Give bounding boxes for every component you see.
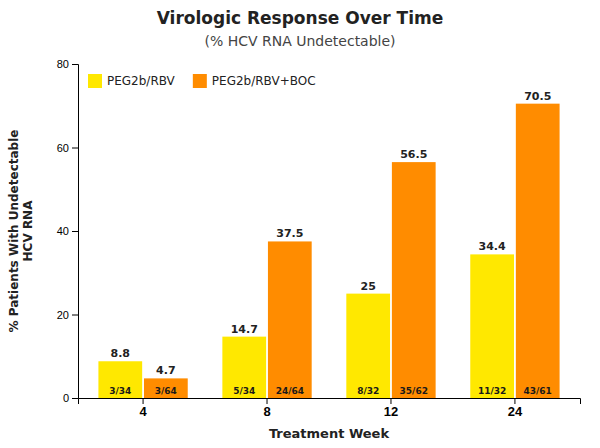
labels: 8.8 3/34 14.7 5/34 25 8/32 34.4 11/32 4.7 3/64 37.… — [109, 90, 552, 396]
subtitle: (% HCV RNA Undetectable) — [204, 33, 395, 49]
bar — [268, 241, 312, 398]
x-tick-mark — [390, 398, 391, 404]
y-tick-label: 60 — [57, 142, 69, 154]
bar — [144, 378, 188, 398]
bar — [346, 294, 390, 398]
plot: 0 20 40 60 80 4 8 12 24 8.8 3/34 14.7 5/34 25 8/32 34.4… — [57, 58, 581, 419]
data-label: 34.4 — [479, 240, 506, 253]
bar-annotation: 43/61 — [524, 386, 552, 396]
data-label: 56.5 — [400, 148, 427, 161]
x-tick-label: 12 — [384, 404, 398, 419]
chart: Virologic Response Over Time (% HCV RNA U… — [0, 0, 600, 448]
legend-item: PEG2b/RBV+BOC — [193, 74, 316, 88]
data-label: 25 — [361, 280, 376, 293]
x-tick: 12 — [384, 398, 398, 419]
x-tick-mark — [143, 398, 144, 404]
legend: PEG2b/RBV PEG2b/RBV+BOC — [88, 74, 316, 88]
data-label: 37.5 — [276, 227, 303, 240]
y-axis-title: % Patients With UndetectableHCV RNA — [7, 130, 35, 333]
bar — [98, 361, 142, 398]
y-tick-mark — [72, 398, 78, 399]
bar-annotation: 8/32 — [357, 386, 379, 396]
bar — [516, 104, 560, 398]
x-tick-mark — [267, 398, 268, 404]
x-tick: 8 — [263, 398, 270, 419]
legend-label: PEG2b/RBV — [107, 74, 176, 88]
x-tick-label: 8 — [263, 404, 270, 419]
x-tick-mark — [514, 398, 515, 404]
y-axis-title-line: HCV RNA — [21, 200, 35, 262]
y-tick-label: 20 — [57, 309, 69, 321]
data-label: 4.7 — [156, 364, 176, 377]
bar-annotation: 3/64 — [155, 386, 177, 396]
y-tick-label: 40 — [57, 225, 69, 237]
x-axis-title: Treatment Week — [269, 426, 390, 441]
x-axis: 4 8 12 24 — [79, 398, 581, 419]
y-axis-title-line: % Patients With Undetectable — [7, 130, 21, 333]
legend-label: PEG2b/RBV+BOC — [212, 74, 316, 88]
x-tick-label: 24 — [508, 404, 523, 419]
y-tick: 60 — [57, 142, 78, 154]
bar-annotation: 5/34 — [233, 386, 255, 396]
bar — [392, 162, 436, 398]
y-tick-mark — [72, 315, 78, 316]
y-tick-label: 80 — [57, 58, 69, 70]
legend-swatch — [88, 74, 102, 88]
y-axis: 0 20 40 60 80 — [57, 58, 79, 404]
x-tick: 24 — [508, 398, 523, 419]
y-tick-mark — [72, 231, 78, 232]
y-tick-label: 0 — [63, 392, 69, 404]
bars — [98, 104, 559, 398]
data-label: 8.8 — [111, 347, 131, 360]
x-tick: 4 — [139, 398, 147, 419]
bar — [470, 254, 514, 398]
y-tick: 0 — [63, 392, 78, 404]
series — [144, 104, 560, 398]
title: Virologic Response Over Time — [157, 8, 444, 28]
bar-annotation: 24/64 — [276, 386, 304, 396]
legend-swatch — [193, 74, 207, 88]
y-tick: 20 — [57, 309, 78, 321]
data-label: 70.5 — [524, 90, 551, 103]
x-axis-line — [79, 399, 581, 405]
bar-annotation: 3/34 — [109, 386, 131, 396]
bar-annotation: 35/62 — [400, 386, 428, 396]
y-tick-mark — [72, 64, 78, 65]
legend-item: PEG2b/RBV — [88, 74, 176, 88]
y-tick: 80 — [57, 58, 78, 70]
x-tick-label: 4 — [139, 404, 147, 419]
data-label: 14.7 — [231, 323, 258, 336]
y-tick: 40 — [57, 225, 78, 237]
bar — [222, 337, 266, 398]
bar-annotation: 11/32 — [478, 386, 506, 396]
y-axis-line — [72, 65, 79, 399]
y-tick-mark — [72, 148, 78, 149]
